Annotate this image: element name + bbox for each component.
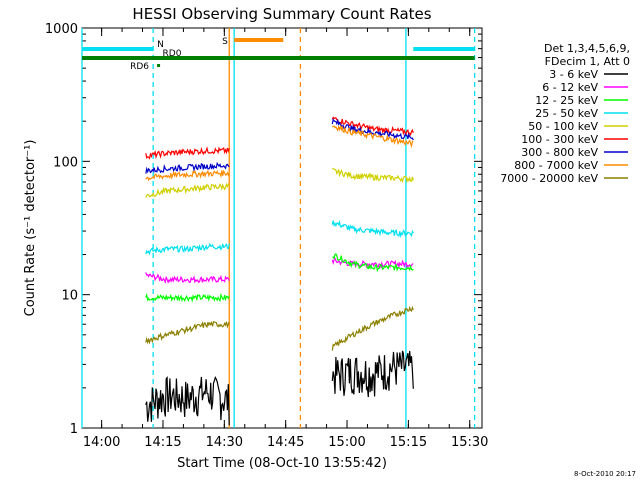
series-line: [145, 272, 230, 284]
legend-header: Det 1,3,4,5,6,9,: [544, 42, 630, 55]
y-axis-label-text: Count Rate (s⁻¹ detector⁻¹): [23, 140, 38, 317]
legend-entry-label: 6 - 12 keV: [542, 81, 598, 94]
series-line: [145, 169, 230, 182]
x-tick-label: 15:00: [328, 435, 365, 450]
series-line: [145, 375, 230, 426]
plot-area: 1 10 100 1000 14:00 14:15 14:30 14:45 15:00 15:15…: [45, 22, 489, 450]
footer-date: 8-Oct-2010 20:17: [574, 470, 636, 478]
series-line: [331, 167, 414, 184]
x-tick-label: 14:30: [206, 435, 243, 450]
series-line: [331, 350, 414, 398]
y-tick-label: 100: [53, 155, 78, 170]
y-tick-label: 1000: [45, 22, 78, 37]
series-line: [145, 146, 230, 160]
series-line: [145, 292, 230, 303]
flag-label: RD6: [130, 62, 149, 72]
legend-entry-label: 100 - 300 keV: [521, 133, 598, 146]
flag-label: S: [222, 37, 228, 47]
legend-entry-label: 300 - 800 keV: [521, 146, 598, 159]
series-line: [331, 116, 414, 137]
series-line: [145, 182, 230, 198]
series-line: [331, 305, 414, 351]
x-tick-label: 14:00: [83, 435, 120, 450]
x-axis-label: Start Time (08-Oct-10 13:55:42): [177, 456, 387, 471]
series-line: [145, 161, 230, 174]
series-line: [331, 219, 414, 239]
legend: Det 1,3,4,5,6,9,FDecim 1, Att 03 - 6 keV…: [500, 42, 630, 185]
series-line: [331, 124, 414, 149]
series-line: [145, 242, 230, 256]
legend-entry-label: 12 - 25 keV: [535, 94, 598, 107]
y-axis-label: Count Rate (s⁻¹ detector⁻¹): [23, 140, 38, 317]
y-tick-label: 10: [61, 289, 78, 304]
flag-label: RD0: [163, 49, 182, 59]
series-line: [332, 253, 414, 273]
legend-entry-label: 50 - 100 keV: [528, 120, 598, 133]
legend-entry-label: 3 - 6 keV: [549, 68, 598, 81]
legend-entry-label: 800 - 7000 keV: [514, 159, 598, 172]
x-tick-label: 14:45: [267, 435, 304, 450]
series-line: [331, 118, 414, 141]
y-tick-label: 1: [70, 422, 78, 437]
x-tick-label: 14:15: [144, 435, 181, 450]
plot-frame: [81, 27, 483, 429]
x-tick-label: 15:15: [390, 435, 427, 450]
legend-entry-label: 25 - 50 keV: [535, 107, 598, 120]
flag-label: N: [157, 40, 164, 50]
legend-header: FDecim 1, Att 0: [545, 55, 630, 68]
legend-entry-label: 7000 - 20000 keV: [500, 172, 598, 185]
x-tick-label: 15:30: [451, 435, 488, 450]
flag-point: [157, 64, 161, 67]
chart-title: HESSI Observing Summary Count Rates: [132, 5, 431, 23]
series-line: [145, 320, 230, 345]
